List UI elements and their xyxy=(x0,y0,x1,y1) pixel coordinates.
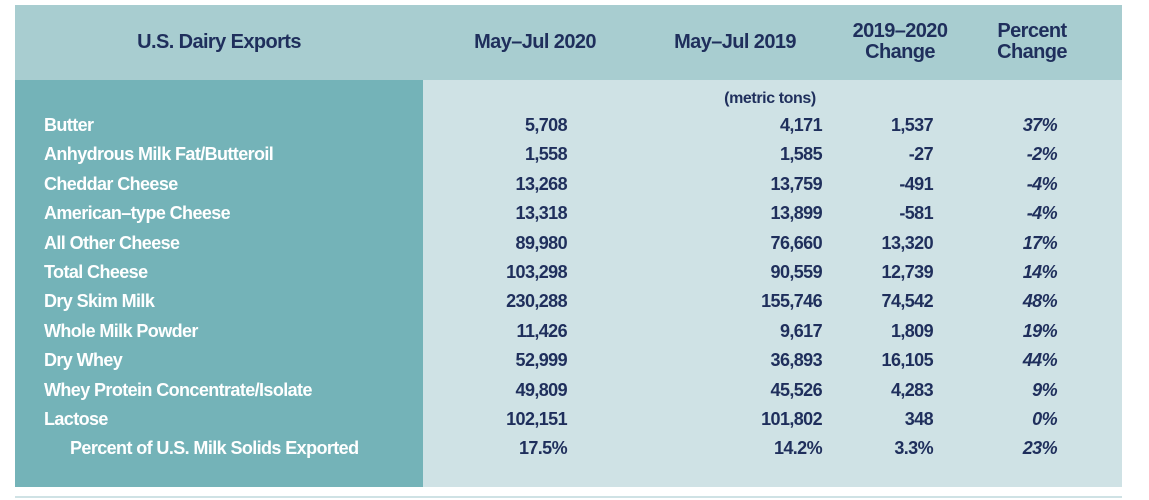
row-label: Percent of U.S. Milk Solids Exported xyxy=(70,438,359,459)
cell-2019: 76,660 xyxy=(770,232,823,253)
table-row: American–type Cheese 13,318 13,899 -581 -4% xyxy=(0,203,1149,232)
cell-2019: 13,899 xyxy=(770,203,823,224)
row-label: Lactose xyxy=(44,409,108,429)
cell-change: -581 xyxy=(899,203,933,224)
table-row: Dry Whey 52,999 36,893 16,105 44% xyxy=(0,350,1149,379)
row-label: Total Cheese xyxy=(44,262,148,282)
cell-percent: 19% xyxy=(1022,320,1058,341)
cell-change: 16,105 xyxy=(881,350,934,371)
cell-2019: 36,893 xyxy=(770,350,823,371)
table-row: Cheddar Cheese 13,268 13,759 -491 -4% xyxy=(0,174,1149,203)
cell-percent: 23% xyxy=(1022,438,1058,459)
cell-2019: 14.2% xyxy=(773,438,823,459)
row-label: American–type Cheese xyxy=(44,203,231,224)
cell-change: -491 xyxy=(899,173,933,194)
table-row: Butter 5,708 4,171 1,537 37% xyxy=(0,115,1149,144)
cell-2020: 5,708 xyxy=(524,115,568,135)
header-percent: Percent Change xyxy=(997,21,1067,63)
cell-percent: 48% xyxy=(1022,291,1058,312)
cell-2020: 103,298 xyxy=(506,262,567,282)
cell-2020: 102,151 xyxy=(506,409,567,429)
cell-2020: 230,288 xyxy=(506,291,567,312)
table-row: Lactose 102,151 101,802 348 0% xyxy=(0,409,1149,438)
cell-percent: -4% xyxy=(1026,203,1058,224)
header-title: U.S. Dairy Exports xyxy=(137,31,301,53)
label-column xyxy=(15,80,423,487)
cell-percent: 9% xyxy=(1032,379,1057,400)
table-row: Whole Milk Powder 11,426 9,617 1,809 19% xyxy=(0,321,1149,350)
row-label: Anhydrous Milk Fat/Butteroil xyxy=(44,144,274,165)
cell-2019: 4,171 xyxy=(779,115,823,135)
cell-change: 74,542 xyxy=(881,291,934,312)
table-row: All Other Cheese 89,980 76,660 13,320 17% xyxy=(0,233,1149,262)
cell-2019: 9,617 xyxy=(779,320,823,341)
header-change-line1: 2019–2020 xyxy=(852,20,948,42)
cell-2020: 11,426 xyxy=(516,320,568,341)
cell-2019: 45,526 xyxy=(770,379,823,400)
header-percent-line2: Change xyxy=(997,41,1067,63)
header-change-line2: Change xyxy=(865,41,935,63)
row-label: All Other Cheese xyxy=(44,232,180,253)
cell-2019: 90,559 xyxy=(770,262,823,282)
header-2019: May–Jul 2019 xyxy=(674,31,796,53)
table-row: Whey Protein Concentrate/Isolate 49,809 45… xyxy=(0,380,1149,409)
data-area xyxy=(423,80,1122,487)
header-2020: May–Jul 2020 xyxy=(474,31,596,53)
cell-2019: 13,759 xyxy=(770,173,823,194)
row-label: Dry Skim Milk xyxy=(44,291,155,312)
header-change: 2019–2020 Change xyxy=(853,21,948,63)
cell-percent: -4% xyxy=(1026,173,1058,194)
cell-2019: 155,746 xyxy=(761,291,822,312)
table-row: Percent of U.S. Milk Solids Exported 17.5… xyxy=(0,438,1149,467)
cell-change: 3.3% xyxy=(894,438,933,459)
table-row: Total Cheese 103,298 90,559 12,739 14% xyxy=(0,262,1149,291)
table-row: Dry Skim Milk 230,288 155,746 74,542 48% xyxy=(0,291,1149,320)
cell-change: 1,809 xyxy=(890,320,934,341)
cell-2020: 89,980 xyxy=(515,232,568,253)
bottom-rule xyxy=(15,496,1122,498)
cell-change: 1,537 xyxy=(890,115,934,135)
row-label: Whole Milk Powder xyxy=(44,320,198,341)
row-label: Cheddar Cheese xyxy=(44,173,178,194)
cell-percent: 44% xyxy=(1022,350,1058,371)
row-label: Whey Protein Concentrate/Isolate xyxy=(44,379,312,400)
cell-2020: 13,318 xyxy=(515,203,568,224)
cell-2020: 52,999 xyxy=(515,350,568,371)
cell-change: 12,739 xyxy=(881,262,934,282)
cell-2020: 13,268 xyxy=(515,173,568,194)
cell-2019: 101,802 xyxy=(761,409,822,429)
row-label: Dry Whey xyxy=(44,350,123,371)
cell-change: 4,283 xyxy=(890,379,934,400)
table-header xyxy=(15,5,1122,80)
cell-change: 13,320 xyxy=(881,232,934,253)
cell-percent: -2% xyxy=(1026,144,1058,165)
cell-2019: 1,585 xyxy=(779,144,823,165)
table-row: Anhydrous Milk Fat/Butteroil 1,558 1,585 -2… xyxy=(0,144,1149,173)
cell-percent: 14% xyxy=(1022,262,1058,282)
cell-change: 348 xyxy=(904,409,934,429)
cell-2020: 49,809 xyxy=(515,379,568,400)
units-label: (metric tons) xyxy=(724,90,816,107)
header-percent-line1: Percent xyxy=(997,20,1067,42)
cell-change: -27 xyxy=(908,144,934,165)
cell-2020: 1,558 xyxy=(524,144,568,165)
cell-percent: 0% xyxy=(1032,409,1057,429)
cell-percent: 17% xyxy=(1022,232,1058,253)
cell-2020: 17.5% xyxy=(518,438,568,459)
row-label: Butter xyxy=(44,115,94,135)
cell-percent: 37% xyxy=(1022,115,1058,135)
